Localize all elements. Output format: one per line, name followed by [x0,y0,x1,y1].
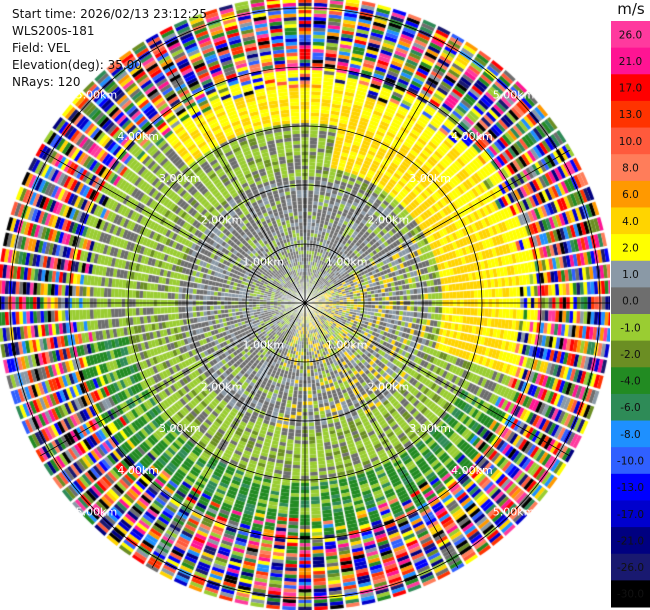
colorbar-tick-label: -30.0 [617,589,644,601]
colorbar-swatch [611,127,650,155]
elevation-label: Elevation(deg): 35.00 [12,58,142,72]
colorbar-tick-label: 17.0 [619,83,642,95]
range-ring-label: 3.00km [159,172,201,185]
colorbar-swatch [611,260,650,288]
colorbar-tick-label: -21.0 [617,535,644,547]
radial-line [40,302,306,457]
colorbar-swatch [611,340,650,368]
range-ring-label: 4.00km [451,130,493,143]
colorbar-swatch [611,553,650,581]
colorbar-tick-label: -4.0 [620,376,641,388]
ppi-overlay: 1.00km 1.00km 1.00km 1.00km 2.00km 2.00km 2.00… [0,0,610,609]
range-ring-label: 2.00km [368,214,410,227]
colorbar-swatch [611,367,650,395]
colorbar-swatch [611,180,650,208]
colorbar-tick-label: -26.0 [617,562,644,574]
colorbar-tick-label: -13.0 [617,482,644,494]
range-ring-label: 1.00km [326,339,368,352]
range-ring-label: 5.00km [76,506,118,519]
radial-line [40,149,306,304]
range-ring-label: 4.00km [117,130,159,143]
device-label: WLS200s-181 [12,24,95,38]
range-ring-label: 5.00km [493,506,535,519]
colorbar-tick-label: 8.0 [622,163,639,175]
range-ring-label: 2.00km [201,214,243,227]
field-label: Field: VEL [12,41,71,55]
radial-line [304,38,459,304]
range-ring-label: 5.00km [493,88,535,101]
colorbar-tick-label: -8.0 [620,429,641,441]
colorbar: 26.0 21.0 17.0 13.0 10.0 8.0 6.0 4.0 2.0 1.0 0.0 -1… [611,21,650,608]
range-ring-label: 3.00km [409,422,451,435]
range-ring-label: 4.00km [451,464,493,477]
colorbar-tick-label: -1.0 [620,322,641,334]
colorbar-swatch [611,447,650,475]
colorbar-tick-label: -17.0 [617,509,644,521]
range-ring-label: 3.00km [409,172,451,185]
colorbar-tick-label: 4.0 [622,216,639,228]
colorbar-swatch [611,154,650,182]
colorbar-tick-label: 26.0 [619,29,642,41]
colorbar-swatch [611,527,650,555]
info-panel: Start time: 2026/02/13 23:12:25 WLS200s-… [12,6,207,91]
colorbar-swatch [611,207,650,235]
colorbar-tick-label: 21.0 [619,56,642,68]
range-ring-label: 1.00km [242,255,284,268]
colorbar-swatch [611,500,650,528]
colorbar-tick-label: 13.0 [619,109,642,121]
colorbar-tick-label: 0.0 [622,296,639,308]
colorbar-tick-label: 10.0 [619,136,642,148]
colorbar-swatch [611,234,650,262]
colorbar-swatch [611,287,650,315]
colorbar-swatch [611,580,650,608]
colorbar-swatch [611,74,650,102]
range-ring-label: 2.00km [368,380,410,393]
radial-line [304,302,459,568]
colorbar-swatch [611,21,650,49]
colorbar-tick-label: -6.0 [620,402,641,414]
ppi-plot: 1.00km 1.00km 1.00km 1.00km 2.00km 2.00km 2.00… [0,0,610,610]
colorbar-swatch [611,314,650,342]
colorbar-swatch [611,100,650,129]
nrays-label: NRays: 120 [12,75,81,89]
colorbar-swatch [611,47,650,75]
colorbar-tick-label: -10.0 [617,456,644,468]
colorbar-tick-label: -2.0 [620,349,641,361]
start-time-label: Start time: 2026/02/13 23:12:25 [12,7,207,21]
radial-line [151,38,306,304]
range-ring-label: 5.00km [76,88,118,101]
radial-line [151,302,306,568]
colorbar-swatch [611,473,650,501]
colorbar-tick-label: 6.0 [622,189,639,201]
colorbar-tick-label: 1.0 [622,269,639,281]
range-ring-label: 1.00km [326,255,368,268]
range-ring-label: 2.00km [201,380,243,393]
colorbar-swatch [611,420,650,448]
colorbar-unit: m/s [617,0,645,18]
colorbar-swatch [611,393,650,422]
range-ring-label: 1.00km [242,339,284,352]
colorbar-tick-label: 2.0 [622,242,639,254]
radial-line [304,149,570,304]
range-ring-label: 4.00km [117,464,159,477]
radial-line [304,302,570,457]
range-ring-label: 3.00km [159,422,201,435]
